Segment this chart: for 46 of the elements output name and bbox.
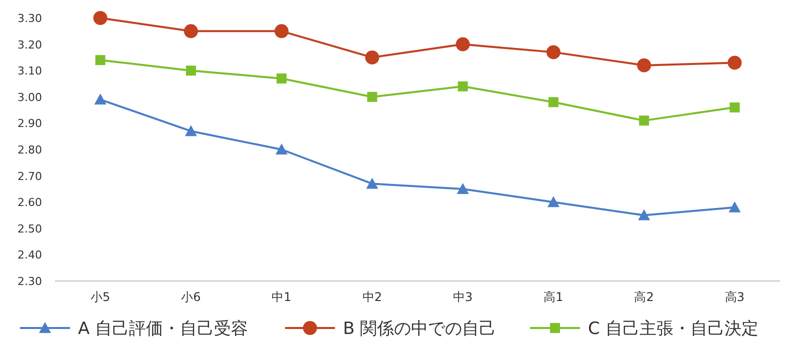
- point: [548, 97, 558, 108]
- point: [728, 56, 742, 70]
- y-tick-label: 2.90: [18, 117, 42, 130]
- x-tick-label: 中3: [452, 290, 473, 304]
- point: [546, 45, 560, 60]
- point: [367, 92, 378, 102]
- legend-label: C 自己主張・自己決定: [588, 319, 758, 339]
- y-tick-label: 2.40: [18, 248, 42, 262]
- legend-label: B 関係の中での自己: [343, 319, 496, 339]
- point: [365, 50, 380, 64]
- point: [728, 201, 741, 212]
- point: [184, 125, 197, 136]
- x-tick-label: 高2: [634, 290, 654, 304]
- x-tick-label: 高1: [544, 290, 564, 304]
- x-tick-label: 中2: [362, 290, 382, 304]
- y-tick-label: 3.20: [18, 38, 42, 52]
- x-tick-label: 高3: [724, 290, 745, 304]
- point: [456, 37, 470, 52]
- point: [638, 209, 650, 220]
- point: [95, 55, 106, 66]
- point: [458, 81, 468, 92]
- point: [730, 102, 740, 112]
- y-tick-label: 2.70: [18, 170, 42, 183]
- point: [276, 73, 287, 84]
- x-tick-label: 小6: [181, 290, 201, 304]
- x-tick-label: 中1: [272, 290, 292, 304]
- point: [184, 24, 198, 38]
- y-tick-label: 3.30: [18, 12, 42, 25]
- y-tick-label: 2.60: [18, 196, 42, 210]
- y-tick-label: 2.50: [18, 222, 42, 236]
- x-tick-label: 小5: [90, 290, 110, 304]
- legend-label: A 自己評価・自己受容: [78, 319, 248, 339]
- y-tick-label: 3.10: [18, 64, 42, 78]
- point: [274, 24, 289, 38]
- point: [94, 94, 106, 105]
- y-tick-label: 2.80: [18, 144, 42, 156]
- point: [366, 178, 378, 189]
- point: [639, 116, 650, 126]
- point: [637, 58, 652, 72]
- point: [93, 11, 108, 25]
- point: [186, 66, 196, 76]
- y-tick-label: 3.00: [18, 90, 42, 104]
- point: [276, 144, 288, 154]
- y-tick-label: 2.30: [18, 275, 42, 288]
- point: [456, 182, 469, 194]
- point: [547, 196, 560, 208]
